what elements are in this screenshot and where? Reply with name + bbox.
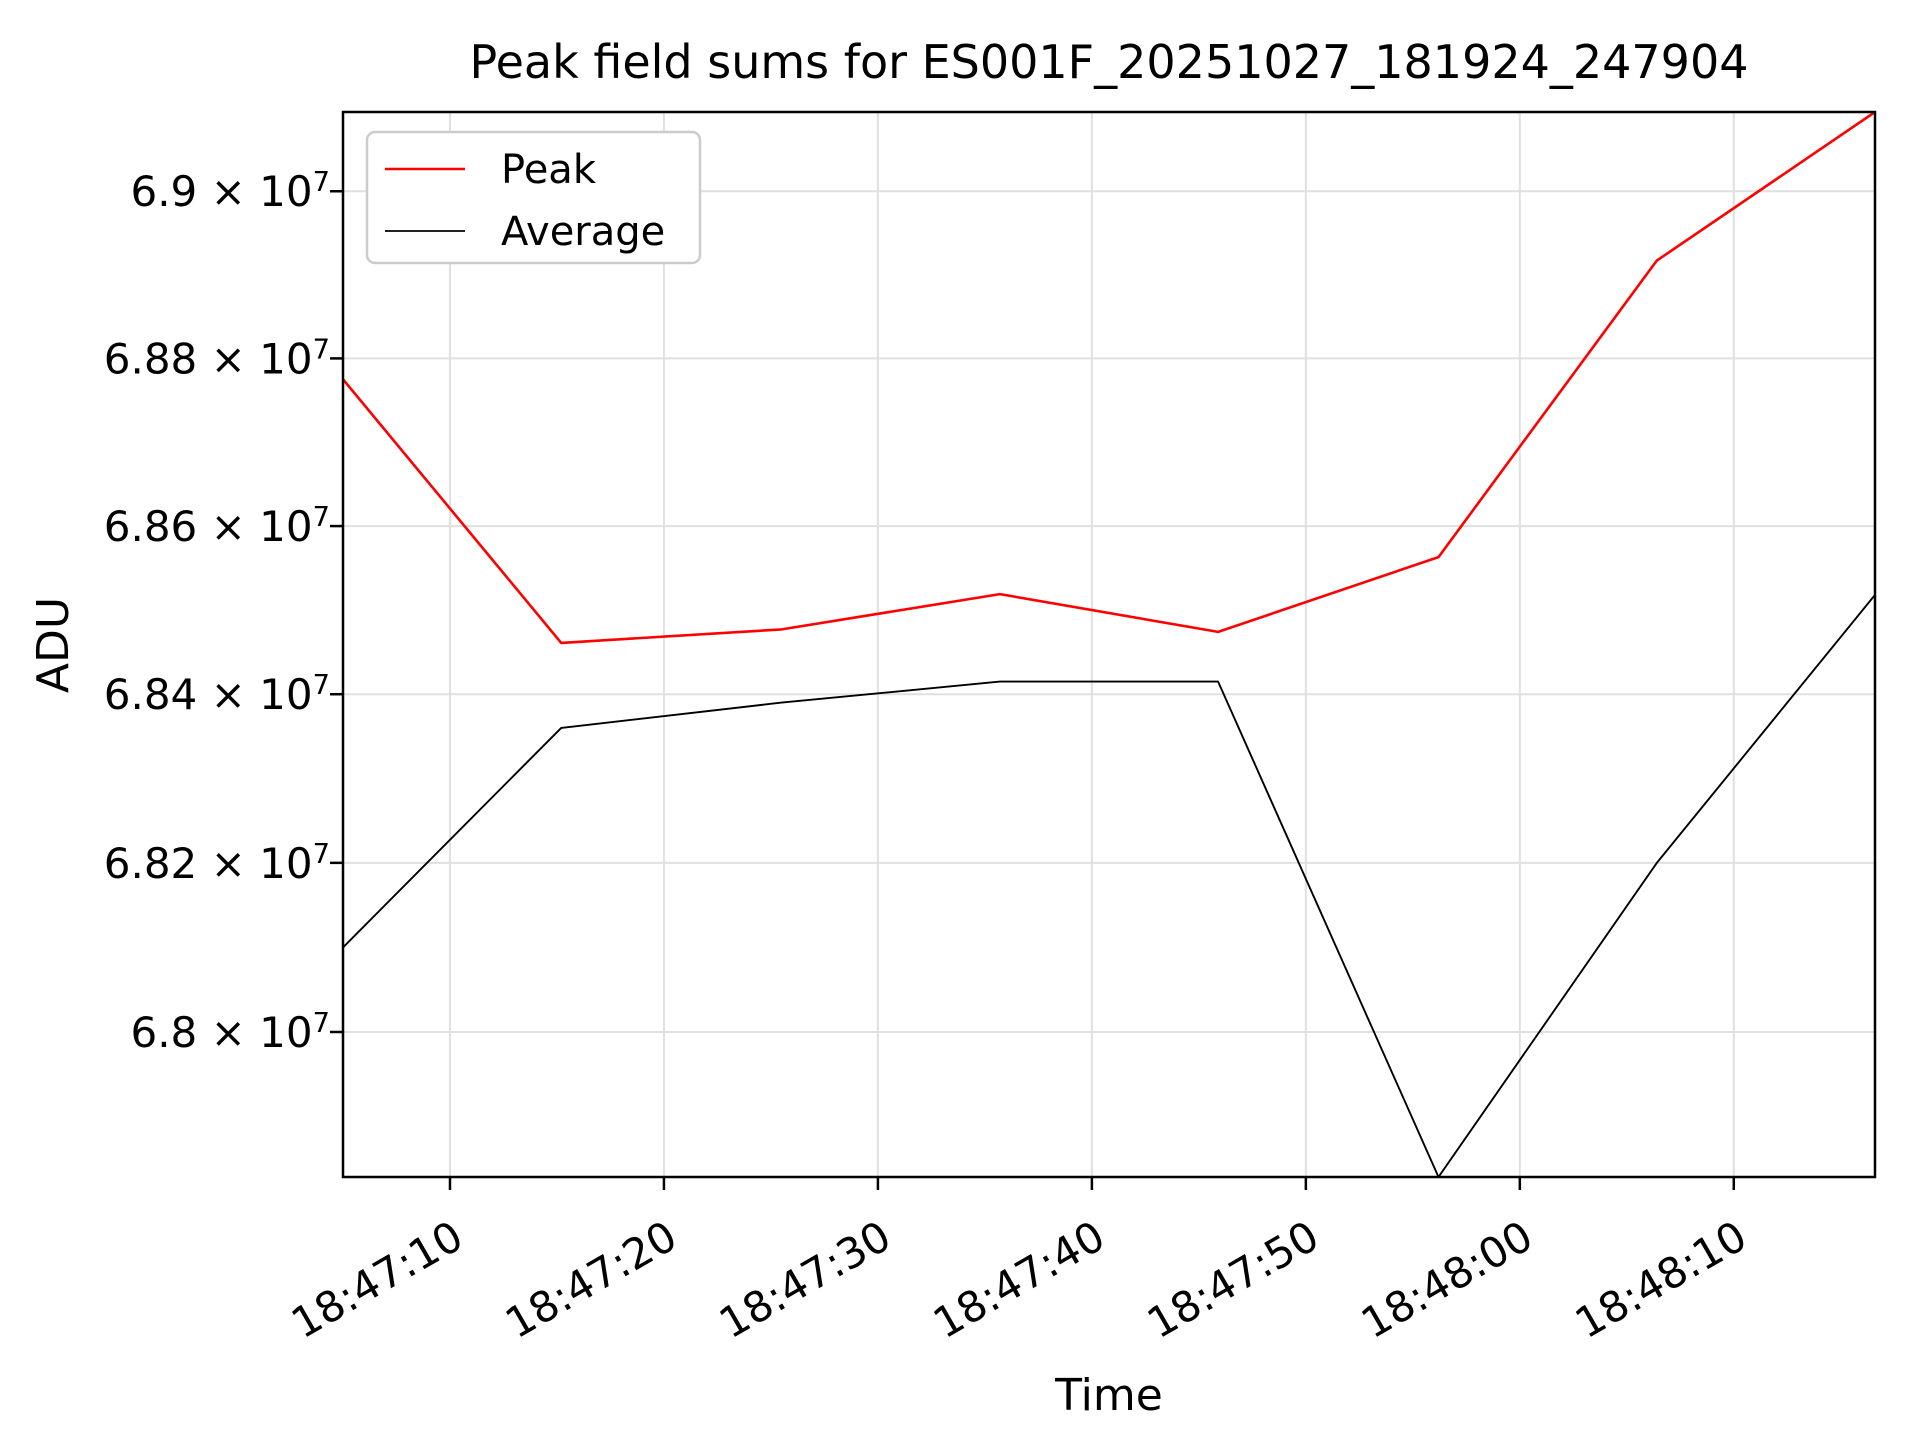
axis-ticks: 18:47:10 18:47:20 18:47:30 18:47:40 18:47:50… <box>104 167 1755 1348</box>
x-tick-label: 18:47:30 <box>711 1211 899 1348</box>
y-tick-label: 6.88 × 107 <box>104 334 330 383</box>
plot-frame <box>341 110 1877 1179</box>
x-tick-label: 18:47:50 <box>1139 1211 1327 1348</box>
y-tick-label: 6.8 × 107 <box>130 1008 330 1057</box>
data-series <box>341 110 1876 1178</box>
series-line-average <box>342 594 1876 1178</box>
x-axis-label: Time <box>1054 1370 1163 1421</box>
x-tick-label: 18:48:00 <box>1353 1211 1541 1348</box>
gridlines <box>343 112 1875 1177</box>
legend-label-average: Average <box>501 209 665 255</box>
y-tick-label: 6.84 × 107 <box>104 670 330 719</box>
x-tick-label: 18:48:10 <box>1567 1211 1755 1348</box>
series-line-peak <box>341 110 1876 645</box>
x-tick-label: 18:47:20 <box>497 1211 685 1348</box>
x-tick-label: 18:47:10 <box>283 1211 471 1348</box>
legend: Peak Average <box>365 130 702 265</box>
chart-title: Peak field sums for ES001F_20251027_1819… <box>470 35 1749 89</box>
x-tick-label: 18:47:40 <box>925 1211 1113 1348</box>
y-axis-label: ADU <box>28 597 79 693</box>
legend-label-peak: Peak <box>501 147 597 193</box>
y-tick-label: 6.9 × 107 <box>130 167 330 216</box>
y-tick-label: 6.82 × 107 <box>104 839 330 888</box>
y-tick-label: 6.86 × 107 <box>104 502 330 551</box>
